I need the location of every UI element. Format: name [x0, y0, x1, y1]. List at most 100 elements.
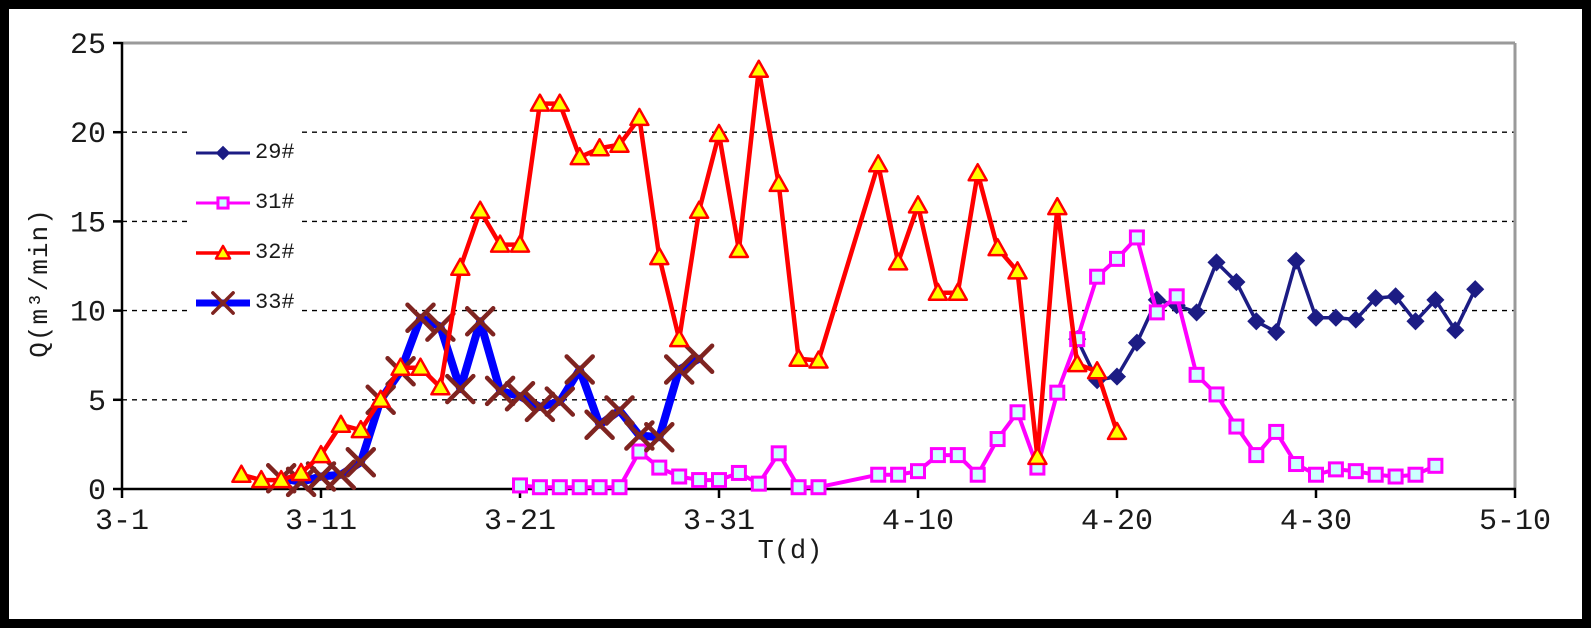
x-tick-label-4-10: 4-10 [882, 505, 954, 539]
marker-square [989, 431, 1006, 448]
marker-triangle [768, 173, 789, 193]
legend-sample-31 [196, 196, 250, 210]
marker-triangle [1007, 261, 1028, 280]
marker-diamond [1267, 322, 1286, 342]
marker-triangle [390, 357, 411, 376]
legend-sample-33 [196, 291, 250, 315]
y-tick-label-0: 0 [88, 475, 106, 509]
marker-diamond [1127, 333, 1146, 352]
marker-square [1387, 468, 1404, 485]
marker-square [691, 472, 708, 489]
legend: 29# 31# 32# 33# [192, 126, 301, 330]
marker-square [910, 463, 926, 480]
marker-square [1407, 466, 1424, 483]
marker-diamond [1306, 308, 1326, 327]
marker-triangle [1086, 361, 1108, 380]
legend-item-33: 33# [194, 278, 295, 328]
marker-diamond [1386, 287, 1405, 306]
x-tick-label-3-21: 3-21 [484, 505, 556, 539]
marker-square [551, 479, 568, 496]
marker-square [1148, 304, 1165, 321]
marker-triangle [569, 146, 590, 166]
marker-square [671, 468, 688, 485]
marker-triangle [708, 123, 730, 143]
marker-square [810, 479, 827, 496]
marker-diamond [1466, 280, 1485, 299]
marker-triangle [589, 138, 610, 157]
marker-x [345, 446, 377, 478]
tick-labels: 0 5 10 15 20 25 3-1 3-11 3-21 3-31 4-10 4-20 4-30 5-1… [70, 29, 1551, 539]
x-tick-label-3-1: 3-1 [95, 505, 149, 539]
x-tick-label-5-10: 5-10 [1479, 505, 1551, 539]
marker-square [750, 475, 767, 492]
series-31-line [518, 235, 1438, 490]
y-tick-label-10: 10 [70, 297, 106, 331]
marker-triangle [509, 234, 531, 253]
marker-diamond [1426, 290, 1445, 309]
marker-triangle [967, 162, 988, 182]
series-33 [265, 302, 715, 498]
legend-sample-32 [196, 244, 250, 260]
marker-triangle [1066, 353, 1088, 373]
legend-label-33: 33# [255, 290, 295, 315]
marker-x [464, 306, 496, 337]
legend-label-32: 32# [255, 240, 295, 265]
marker-square [591, 479, 608, 496]
marker-square [571, 479, 588, 496]
marker-triangle [907, 195, 929, 214]
marker-triangle [987, 237, 1008, 257]
marker-diamond [1247, 312, 1266, 331]
marker-triangle [688, 200, 710, 219]
marker-square [1248, 447, 1265, 464]
y-tick-label-5: 5 [88, 386, 106, 420]
marker-diamond [1406, 312, 1425, 331]
x-axis-title: T(d) [757, 537, 823, 567]
marker-triangle [629, 107, 650, 127]
marker-diamond [1366, 289, 1385, 308]
marker-square [1268, 423, 1285, 440]
marker-square [1049, 384, 1066, 401]
marker-square [611, 479, 628, 496]
y-tick-label-25: 25 [70, 29, 106, 63]
marker-x [604, 395, 635, 426]
marker-diamond [1187, 303, 1206, 322]
marker-triangle [410, 357, 431, 376]
marker-square [969, 466, 986, 483]
x-tick-label-4-20: 4-20 [1081, 505, 1153, 539]
marker-triangle [649, 246, 670, 266]
marker-square [531, 479, 548, 496]
marker-x [544, 386, 576, 417]
marker-diamond [1107, 367, 1127, 386]
marker-square [1347, 463, 1364, 480]
marker-triangle [788, 348, 809, 368]
marker-triangle [549, 93, 571, 112]
marker-diamond [1326, 308, 1345, 327]
marker-square [1128, 229, 1145, 246]
marker-x [405, 302, 436, 333]
marker-triangle [469, 200, 491, 219]
series-32 [231, 59, 1128, 489]
marker-x [211, 291, 235, 315]
marker-square [730, 464, 747, 481]
axes [113, 41, 1517, 498]
marker-triangle [1047, 196, 1068, 216]
marker-triangle [214, 244, 232, 260]
legend-label-29: 29# [255, 140, 295, 165]
marker-x [325, 459, 357, 490]
marker-x [584, 409, 615, 441]
series-lines [231, 59, 1485, 498]
marker-triangle [489, 234, 511, 253]
marker-triangle [350, 419, 372, 439]
marker-triangle [270, 469, 292, 489]
marker-diamond [1287, 251, 1306, 270]
marker-triangle [609, 134, 630, 153]
marker-square [870, 466, 887, 483]
marker-square [631, 443, 648, 460]
x-tick-label-3-31: 3-31 [683, 505, 755, 539]
marker-x [504, 380, 536, 412]
marker-diamond [1446, 321, 1465, 340]
y-tick-label-20: 20 [70, 118, 106, 152]
marker-triangle [668, 328, 690, 348]
legend-sample-29 [196, 145, 250, 161]
marker-x [644, 422, 675, 453]
